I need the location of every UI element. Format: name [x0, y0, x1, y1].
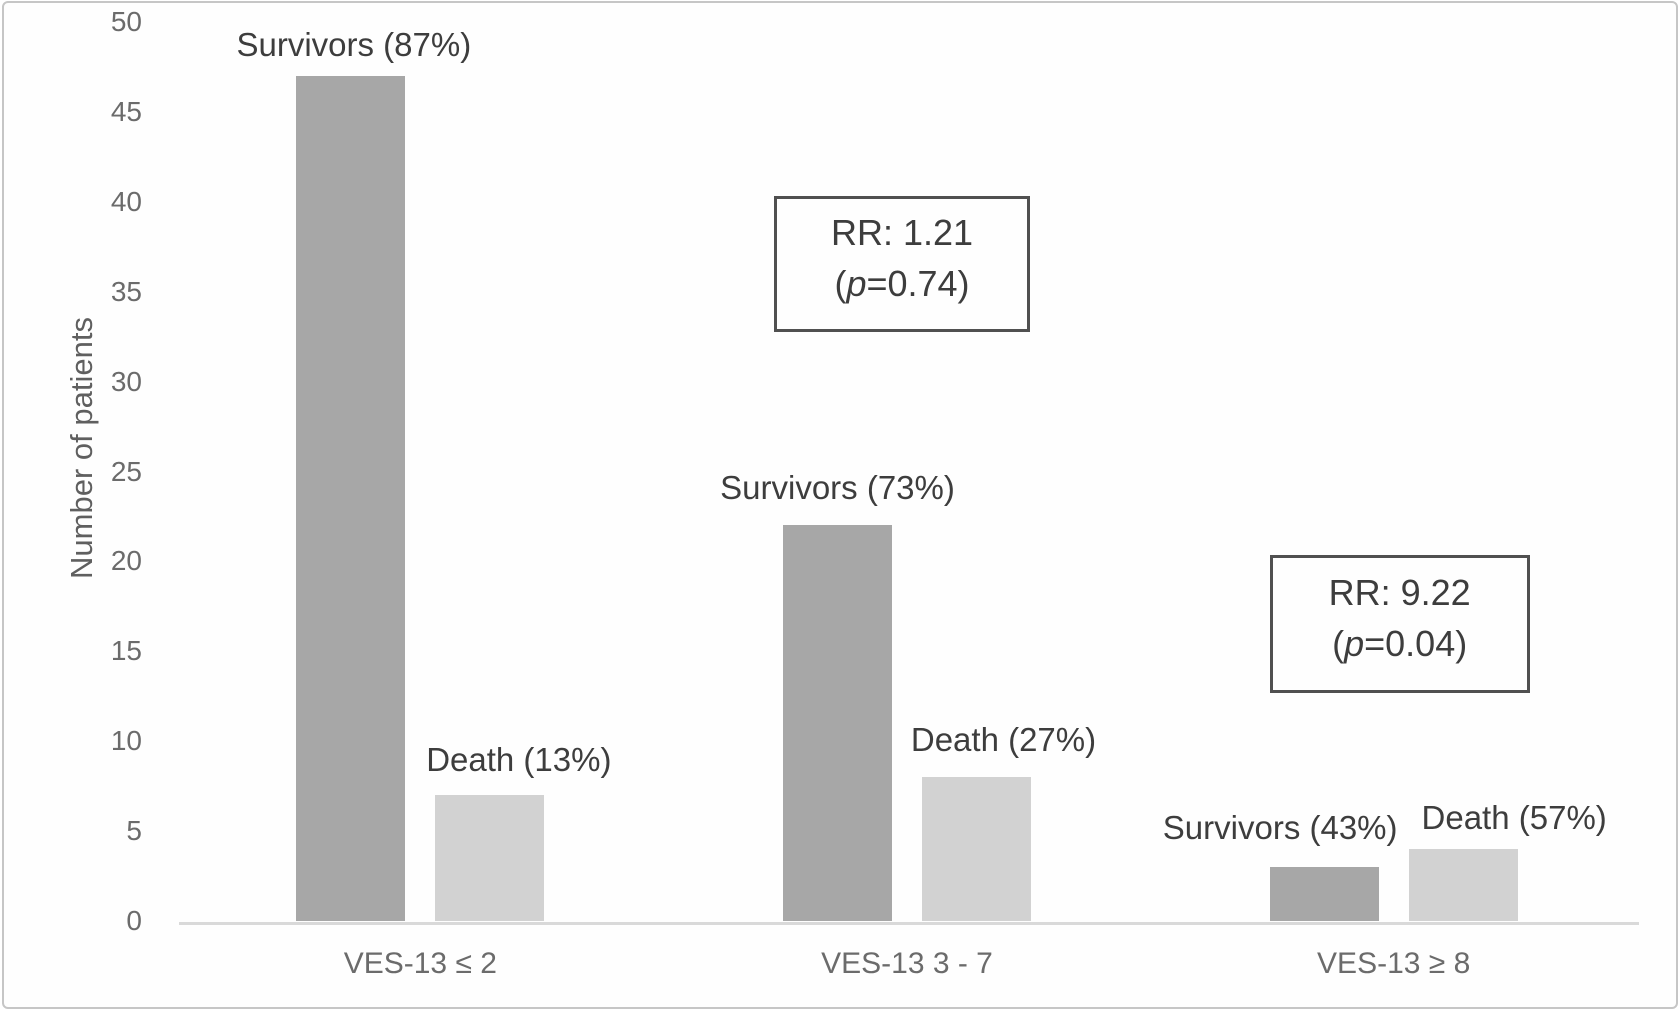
bar-value-label-survivors-group-1: Survivors (87%) [236, 25, 472, 63]
y-axis-tick-label: 30 [110, 365, 142, 397]
y-axis-tick-label: 0 [126, 905, 142, 936]
p-value-text: (p=0.74) [834, 258, 969, 309]
y-axis-tick-label: 20 [110, 545, 142, 577]
y-axis-tick-label: 35 [110, 275, 142, 307]
y-axis-tick-label: 40 [110, 185, 142, 217]
rr-annotation-box-2: RR: 9.22 (p=0.04) [1269, 555, 1530, 693]
x-axis-line [179, 922, 1639, 925]
p-text-part: =0.04) [1364, 623, 1468, 664]
p-text-part: =0.74) [866, 263, 970, 304]
y-axis-tick-label: 10 [110, 725, 142, 757]
x-axis-category-label-2: VES-13 3 - 7 [821, 947, 993, 980]
x-axis-category-label-3: VES-13 ≥ 8 [1317, 947, 1471, 980]
y-axis-tick-label: 50 [110, 6, 142, 37]
y-axis-tick-label: 45 [110, 95, 142, 127]
bar-death-group-3 [1408, 849, 1518, 921]
bar-value-label-death-group-3: Death (57%) [1421, 799, 1607, 837]
p-text-part: ( [834, 263, 847, 304]
bar-death-group-1 [435, 795, 545, 921]
bar-value-label-death-group-2: Death (27%) [910, 721, 1097, 759]
bar-survivors-group-3 [1269, 867, 1379, 921]
y-axis-tick-label: 25 [110, 455, 142, 487]
rr-value-text: RR: 9.22 [1328, 572, 1471, 613]
p-symbol: p [846, 263, 867, 304]
bar-survivors-group-2 [783, 525, 892, 921]
bar-death-group-2 [922, 777, 1031, 921]
bar-value-label-survivors-group-2: Survivors (73%) [720, 469, 955, 507]
bar-value-label-death-group-1: Death (13%) [426, 741, 612, 779]
rr-annotation-box-1: RR: 1.21 (p=0.74) [774, 196, 1030, 332]
x-axis-category-label-1: VES-13 ≤ 2 [343, 947, 497, 980]
p-value-text: (p=0.04) [1332, 618, 1467, 669]
rr-value-text: RR: 1.21 [830, 212, 974, 253]
bar-value-label-survivors-group-3: Survivors (43%) [1162, 809, 1398, 847]
y-axis-tick-label: 5 [126, 815, 142, 847]
p-symbol: p [1344, 623, 1365, 664]
y-axis-tick-label: 15 [110, 635, 142, 667]
p-text-part: ( [1332, 623, 1345, 664]
bar-survivors-group-1 [296, 75, 406, 921]
